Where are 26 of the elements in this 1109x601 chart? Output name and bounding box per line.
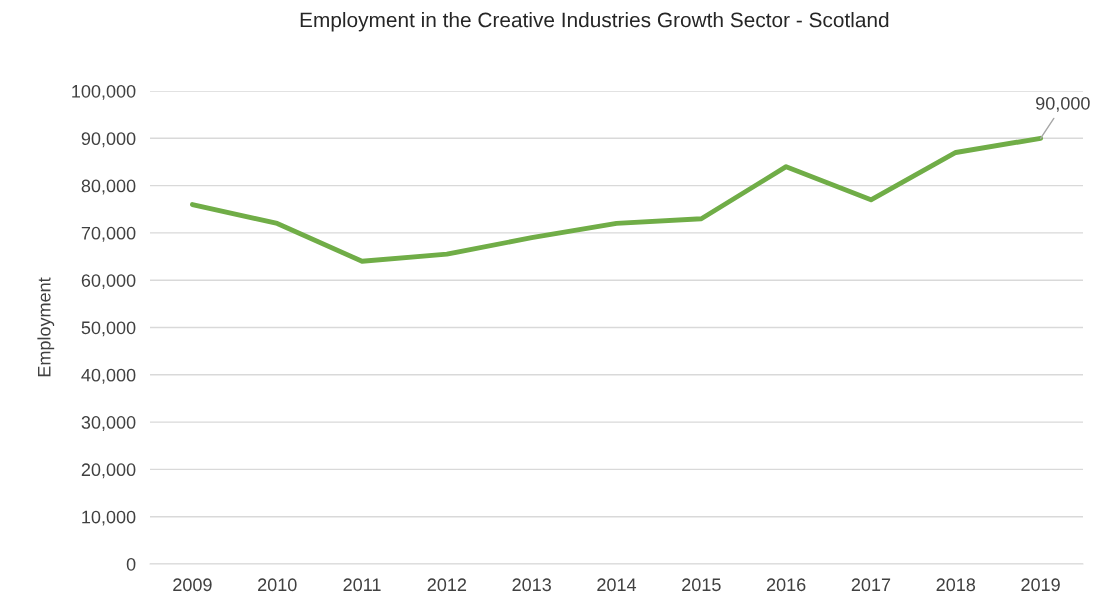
y-tick-label: 0 (126, 557, 136, 571)
y-tick-label: 30,000 (81, 416, 136, 431)
y-tick-label: 60,000 (81, 274, 136, 290)
x-tick-label: 2015 (682, 578, 721, 592)
x-tick-label: 2016 (766, 578, 806, 592)
y-tick-label: 20,000 (81, 463, 136, 479)
line-series (189, 135, 1044, 264)
x-tick-label: 2013 (512, 578, 551, 592)
data-label: 90,000 (1036, 96, 1090, 112)
y-tick-label: 10,000 (82, 510, 136, 526)
y-tick-label: 50,000 (81, 321, 136, 337)
x-tick-label: 2011 (343, 578, 381, 592)
x-tick-label: 2010 (258, 578, 297, 592)
x-tick-label: 2019 (1021, 578, 1060, 592)
y-tick-label: 70,000 (81, 226, 136, 242)
chart-title: Employment in the Creative Industries Growth Sector - Scotland (300, 12, 889, 32)
x-tick-label: 2017 (851, 578, 891, 592)
y-tick-label: 90,000 (81, 132, 136, 148)
x-tick-label: 2018 (936, 578, 976, 592)
y-tick-label: 100,000 (72, 84, 136, 100)
y-tick-label: 80,000 (81, 179, 136, 195)
y-tick-label: 40,000 (81, 368, 136, 384)
x-tick-label: 2014 (597, 578, 637, 592)
x-tick-label: 2012 (427, 578, 467, 592)
x-tick-label: 2009 (173, 578, 212, 592)
y-axis-title: Employment (37, 277, 55, 377)
